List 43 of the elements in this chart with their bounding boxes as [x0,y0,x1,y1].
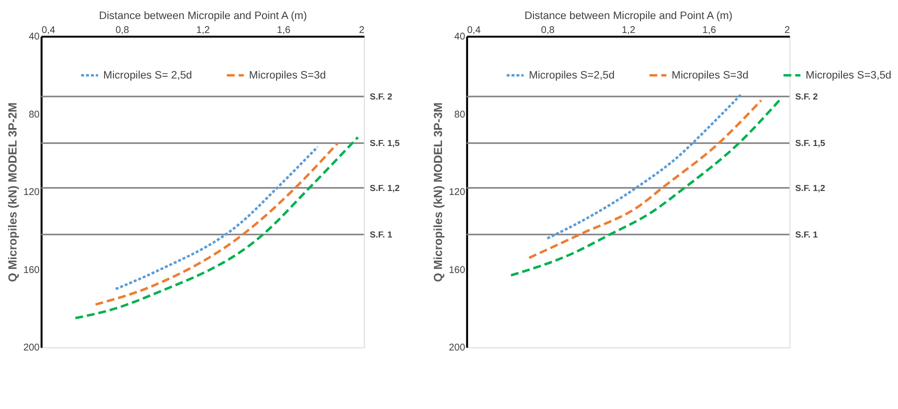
line-series [114,146,319,290]
ref-line-label: S.F. 1 [795,229,818,240]
ref-line-label: S.F. 1,2 [795,182,826,193]
y-tick-label: 40 [28,32,40,43]
x-tick-label: 0,8 [115,24,130,36]
x-tick-label: 1,2 [622,24,636,36]
x-tick-label: 0,4 [467,24,482,36]
x-tick-label: 2 [358,24,364,36]
ref-line-label: S.F. 1,5 [795,138,826,148]
y-tick-label: 200 [23,342,40,354]
ref-line-label: S.F. 1,2 [370,182,400,193]
legend-label: Micropiles S=3d [249,69,326,82]
y-tick-label: 120 [448,187,466,198]
legend-label: Micropiles S=3d [672,69,748,82]
x-tick-label: 0,8 [541,24,555,36]
line-series [510,99,781,277]
y-tick-label: 160 [23,264,40,276]
y-tick-label: 120 [23,187,40,198]
y-axis-title: Q Micropiles (kN) MODEL 3P-2M [6,102,20,282]
y-tick-label: 80 [454,109,466,120]
y-tick-label: 80 [28,109,40,120]
ref-line-label: S.F. 2 [795,91,818,102]
y-tick-label: 40 [454,32,466,43]
y-tick-label: 160 [448,264,466,276]
x-tick-label: 0,4 [42,24,56,36]
ref-line-label: S.F. 2 [370,91,392,102]
line-series [546,93,742,240]
legend-label: Micropiles S=2,5d [528,69,615,82]
y-tick-label: 200 [448,342,466,354]
x-tick-label: 1,2 [196,24,210,36]
legend-label: Micropiles S= 2,5d [103,69,192,82]
x-tick-label: 2 [784,24,790,36]
ref-line-label: S.F. 1 [370,229,392,240]
x-axis-title: Distance between Micropile and Point A (m) [99,10,307,22]
x-tick-label: 1,6 [702,24,716,36]
ref-line-label: S.F. 1,5 [370,138,400,148]
x-axis-title: Distance between Micropile and Point A (m) [524,10,732,22]
line-series [94,142,339,306]
line-series [74,136,360,320]
y-axis-title: Q Micropiles (kN) MODEL 3P-3M [432,102,445,282]
legend-label: Micropiles S=3,5d [806,69,892,82]
line-series [528,99,762,260]
x-tick-label: 1,6 [276,24,290,36]
